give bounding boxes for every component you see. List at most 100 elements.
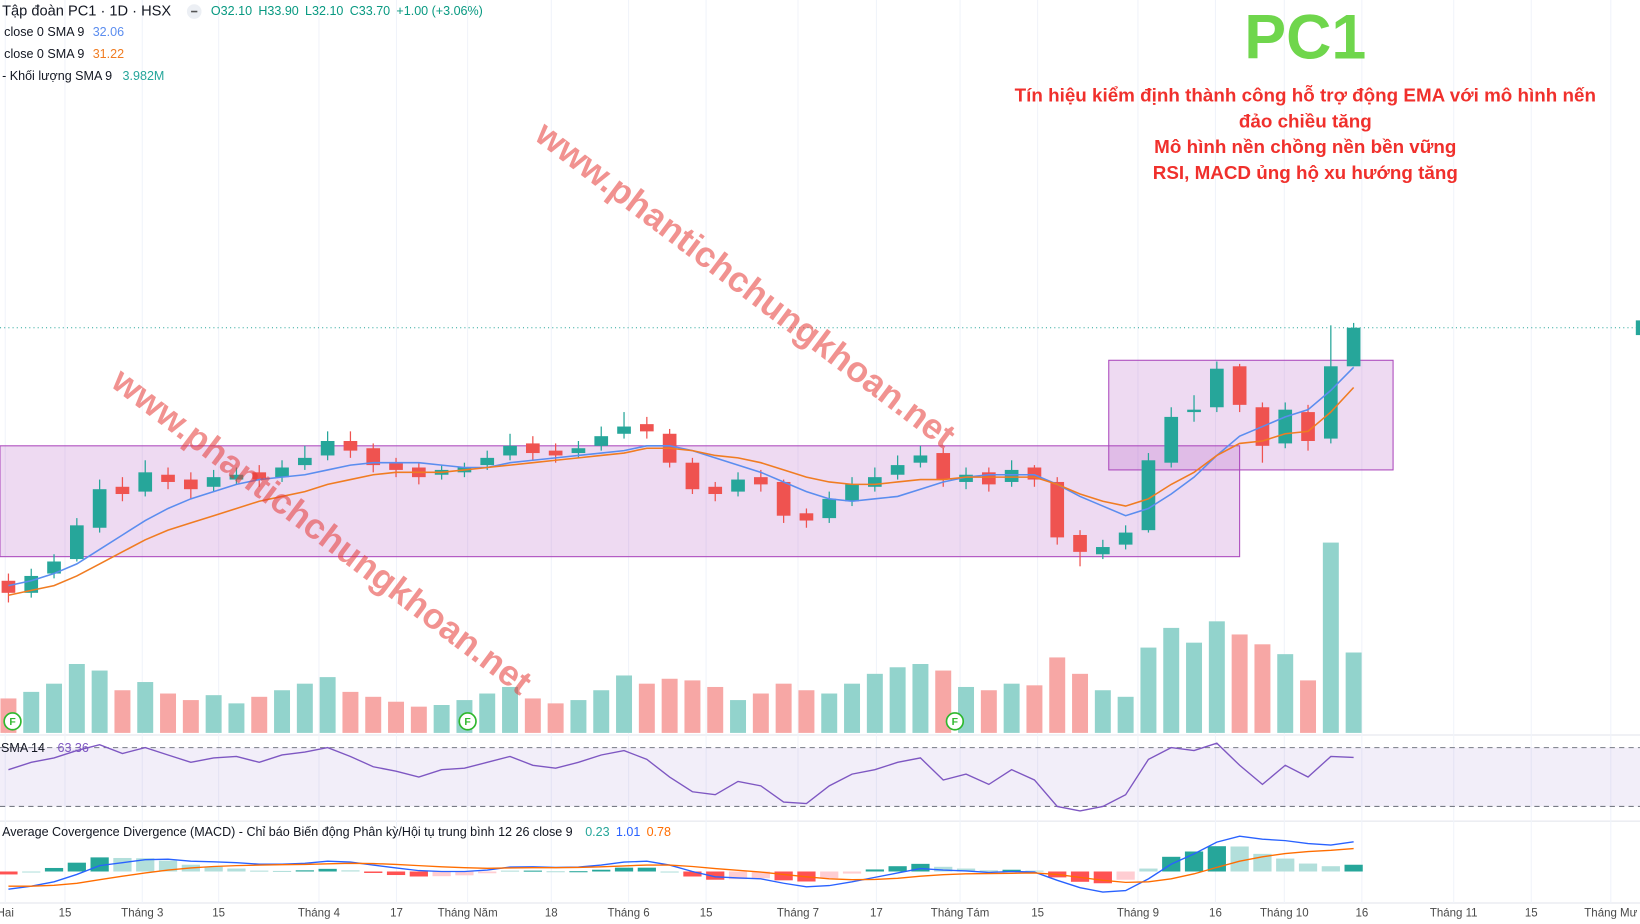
candle-body <box>389 462 403 470</box>
candle-body <box>639 424 654 432</box>
quote-value: L32.10 <box>305 4 343 18</box>
quote-value: H33.90 <box>258 4 298 18</box>
legend-value: 0.23 <box>585 825 609 839</box>
volume-bar <box>114 690 131 733</box>
candle-body <box>753 477 768 485</box>
x-tick-label: Tháng 11 <box>1430 908 1478 920</box>
x-tick-label: Tháng 4 <box>298 908 341 920</box>
macd-histogram-bar <box>364 871 383 873</box>
ticker-annotation: PC1 <box>1244 3 1366 73</box>
macd-line <box>8 835 1354 893</box>
range-box <box>0 445 1241 558</box>
macd-histogram-bar <box>592 869 611 872</box>
macd-histogram-bar <box>500 870 520 872</box>
x-tick-label: Tháng Tám <box>931 908 990 920</box>
volume-bar <box>661 678 678 733</box>
volume-bar <box>274 690 291 733</box>
event-label: F <box>464 717 471 728</box>
candle-body <box>799 513 814 521</box>
volume-bar <box>91 670 108 733</box>
volume-bar <box>638 683 655 733</box>
volume-bar <box>182 700 199 733</box>
x-tick-label: 15 <box>1525 908 1538 920</box>
volume-bar <box>410 706 427 733</box>
macd-histogram-bar <box>660 871 679 873</box>
x-tick-label: Tháng 9 <box>1117 908 1159 920</box>
macd-histogram-bar <box>158 860 178 872</box>
volume-bar <box>1026 685 1043 733</box>
candle-body <box>161 474 175 482</box>
macd-histogram-bar <box>1298 863 1318 872</box>
rsi-band <box>0 747 1640 807</box>
macd-histogram-bar <box>683 871 702 877</box>
candle-body <box>1232 366 1247 405</box>
volume-bar <box>1117 696 1134 733</box>
macd-histogram-bar <box>614 867 634 872</box>
macd-histogram-bar <box>0 871 18 875</box>
candle-body <box>1301 412 1315 441</box>
macd-histogram-bar <box>1116 871 1135 880</box>
annotation-line: RSI, MACD ủng hộ xu hướng tăng <box>1153 162 1458 183</box>
candle-body <box>206 477 221 487</box>
range-box <box>1108 359 1394 471</box>
volume-bar <box>821 693 838 733</box>
volume-bar <box>251 696 268 733</box>
candle-body <box>731 479 745 492</box>
candle-body <box>845 484 859 502</box>
volume-bar <box>1322 542 1339 733</box>
volume-bar <box>1186 642 1203 733</box>
event-label: F <box>952 717 959 728</box>
candle-body <box>1118 532 1133 545</box>
volume-bar <box>365 696 382 733</box>
macd-histogram-bar <box>637 867 656 872</box>
macd-histogram-bar <box>1321 866 1340 872</box>
x-tick-label: 16 <box>1355 908 1368 920</box>
volume-bar <box>160 693 177 733</box>
volume-bar <box>547 703 564 733</box>
macd-histogram-bar <box>523 870 542 872</box>
candle-body <box>708 486 723 495</box>
candle-body <box>822 498 837 519</box>
volume-bar <box>844 683 861 733</box>
candle-body <box>252 472 267 480</box>
legend-value: 3.982M <box>123 69 165 83</box>
last-price-marker <box>1635 320 1640 336</box>
macd-histogram-bar <box>888 866 907 872</box>
candle-body <box>594 436 609 446</box>
macd-histogram-bar <box>1025 870 1044 872</box>
candle-body <box>548 450 563 456</box>
volume-bar <box>319 677 336 733</box>
macd-histogram-bar <box>751 871 770 879</box>
macd-histogram-bar <box>113 857 132 872</box>
candle-body <box>183 479 198 490</box>
candle-body <box>1323 366 1338 439</box>
macd-histogram-bar <box>1070 871 1090 882</box>
candle-body <box>525 443 540 454</box>
volume-bar <box>730 700 747 733</box>
candle-body <box>1 580 16 593</box>
candle-body <box>92 489 107 528</box>
volume-bar <box>137 682 154 733</box>
volume-bar <box>1140 647 1157 733</box>
volume-bar <box>524 698 541 733</box>
x-tick-label: Hai <box>0 908 14 920</box>
candle-body <box>1346 327 1361 367</box>
candle-body <box>138 472 153 492</box>
candle-body <box>1141 460 1156 531</box>
candle-body <box>366 448 381 466</box>
x-tick-label: Tháng 6 <box>608 908 650 920</box>
legend-name: Average Covergence Divergence (MACD) - C… <box>2 825 573 839</box>
volume-bar <box>1049 657 1066 733</box>
candle-body <box>1050 481 1065 538</box>
macd-histogram-bar <box>136 858 155 872</box>
volume-bar <box>1003 683 1020 733</box>
volume-bar <box>296 683 313 733</box>
candle-body <box>936 453 951 480</box>
x-tick-label: Tháng 3 <box>121 908 163 920</box>
x-tick-label: Tháng 7 <box>777 908 819 920</box>
macd-histogram-bar <box>546 871 565 873</box>
legend-name: close 0 SMA 9 <box>4 47 84 61</box>
